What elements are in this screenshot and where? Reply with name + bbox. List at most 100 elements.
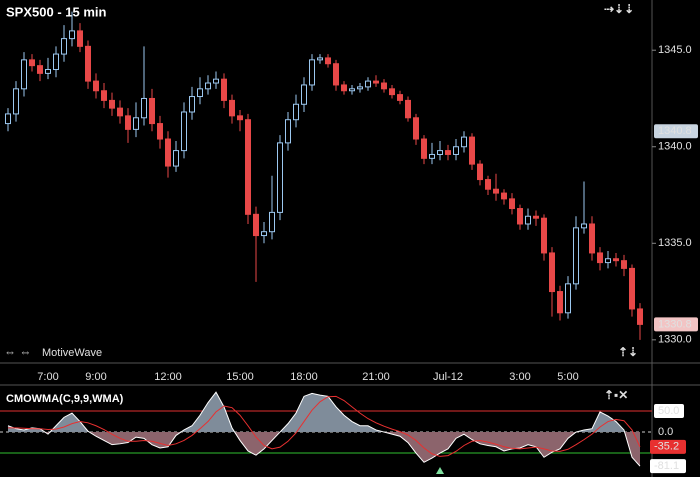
candle-body	[589, 223, 595, 254]
price-marker	[654, 124, 698, 139]
candle-body	[637, 308, 643, 325]
candle-body	[285, 119, 291, 144]
candle-body	[157, 123, 163, 140]
candle-body	[485, 179, 491, 190]
x-tick-label: 15:00	[226, 371, 254, 383]
candle-body	[317, 57, 323, 61]
candle-body	[69, 30, 75, 40]
candle-body	[493, 188, 499, 194]
candle-body	[221, 78, 227, 101]
candle-body	[149, 97, 155, 125]
candle-body	[229, 99, 235, 117]
candle-body	[309, 59, 315, 86]
x-tick-label: 18:00	[290, 371, 318, 383]
candle-body	[621, 260, 627, 269]
candle-body	[397, 94, 403, 101]
candle-body	[165, 138, 171, 167]
x-tick-label: 7:00	[37, 371, 58, 383]
candle-body	[437, 150, 443, 155]
indicator-title: CMOWMA(C,9,9,WMA)	[6, 393, 124, 405]
candle-body	[181, 111, 187, 152]
price-marker-label: 1330.8	[658, 318, 692, 330]
candle-body	[61, 38, 67, 55]
cmo-line	[7, 391, 641, 467]
candle-body	[629, 267, 635, 310]
candle-body	[29, 59, 35, 67]
candle-body	[501, 192, 507, 200]
candle-body	[85, 45, 91, 82]
area-positive	[8, 392, 640, 433]
candle-body	[13, 88, 19, 115]
candle-body	[269, 211, 275, 233]
candle-body	[213, 78, 219, 84]
y-tick-label: 1345.0	[658, 44, 692, 56]
price-marker-label: 1340.8	[658, 125, 692, 137]
candle-body	[173, 150, 179, 167]
candle-body	[557, 291, 563, 314]
candle-body	[101, 90, 107, 101]
value-marker-label: -81.1	[654, 460, 679, 472]
candle-body	[413, 117, 419, 140]
y-tick-label: 1335.0	[658, 237, 692, 249]
candle-body	[565, 283, 571, 314]
candle-body	[405, 99, 411, 119]
candle-body	[197, 88, 203, 98]
y-tick-label: 0.0	[658, 426, 673, 438]
candle-body	[469, 136, 475, 165]
candle-body	[5, 113, 11, 125]
chart-title: SPX500 - 15 min	[6, 4, 106, 19]
candle-body	[93, 80, 99, 92]
candle-body	[365, 80, 371, 88]
y-tick-label: 1340.0	[658, 141, 692, 153]
candle-body	[53, 53, 59, 71]
candle-body	[445, 150, 451, 155]
candle-body	[125, 115, 131, 130]
candle-body	[517, 208, 523, 225]
candle-body	[325, 57, 331, 65]
area-negative	[44, 432, 640, 467]
zoom-icons[interactable]: ⇡⇣	[618, 345, 638, 359]
panel-icons[interactable]: ⇡▪✕	[604, 388, 628, 402]
candle-body	[253, 213, 259, 237]
y-tick-label: 50.0	[658, 405, 679, 417]
candle-body	[461, 136, 467, 148]
watermark: MotiveWave	[42, 347, 102, 359]
candle-body	[389, 88, 395, 96]
candle-body	[525, 215, 531, 225]
candle-body	[581, 223, 587, 229]
candle-body	[421, 138, 427, 159]
signal-marker	[436, 467, 444, 474]
candle-body	[429, 153, 435, 159]
candle-body	[333, 63, 339, 86]
candle-body	[613, 258, 619, 262]
candle-body	[117, 107, 123, 117]
x-tick-label: 3:00	[509, 371, 530, 383]
candle-body	[133, 117, 139, 130]
tick-box	[654, 404, 684, 419]
candle-body	[541, 217, 547, 254]
candle-body	[45, 69, 51, 74]
x-tick-label: 5:00	[557, 371, 578, 383]
candle-body	[549, 252, 555, 293]
y-tick-label: 1330.0	[658, 334, 692, 346]
candle-body	[205, 82, 211, 90]
candle-body	[573, 227, 579, 285]
candle-body	[141, 97, 147, 119]
scroll-icons[interactable]: ⇔ ⇔	[4, 345, 31, 359]
x-tick-label: 12:00	[154, 371, 182, 383]
candle-body	[245, 119, 251, 215]
candle-body	[37, 65, 43, 74]
candle-body	[341, 84, 347, 92]
candle-body	[533, 215, 539, 219]
nav-icons[interactable]: ⇢⇣⇣	[604, 2, 634, 16]
candle-body	[277, 142, 283, 213]
wma-line	[8, 395, 641, 457]
price-marker	[654, 317, 698, 332]
candle-body	[453, 146, 459, 155]
candle-body	[373, 80, 379, 84]
candle-body	[109, 99, 115, 109]
candle-body	[477, 163, 483, 181]
candle-body	[293, 103, 299, 121]
x-tick-label: 9:00	[85, 371, 106, 383]
